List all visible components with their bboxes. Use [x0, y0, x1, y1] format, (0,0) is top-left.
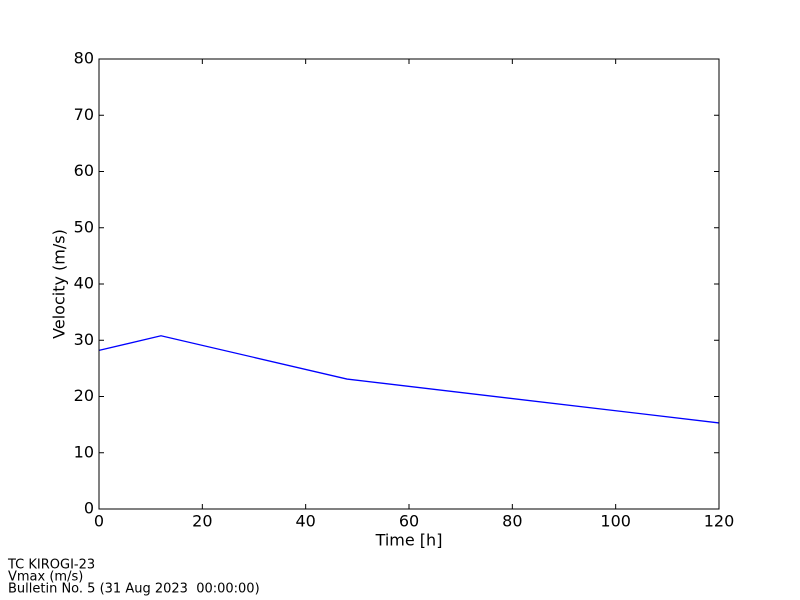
- x-tick-label: 20: [192, 512, 212, 531]
- y-tick-label: 0: [84, 499, 94, 518]
- y-tick-label: 70: [74, 105, 94, 124]
- y-tick-label: 10: [74, 442, 94, 461]
- x-tick-label: 40: [295, 512, 315, 531]
- data-line: [98, 335, 720, 424]
- x-axis-label: Time [h]: [375, 531, 443, 550]
- plot-frame: [98, 58, 720, 510]
- y-tick-label: 50: [74, 217, 94, 236]
- y-tick-label: 20: [74, 386, 94, 405]
- y-axis-label: Velocity (m/s): [50, 229, 69, 339]
- x-tick-label: 120: [704, 512, 735, 531]
- y-tick-label: 40: [74, 274, 94, 293]
- x-tick-label: 100: [600, 512, 631, 531]
- x-tick-label: 0: [94, 512, 104, 531]
- y-tick-label: 80: [74, 49, 94, 68]
- y-tick-label: 60: [74, 161, 94, 180]
- y-tick-label: 30: [74, 330, 94, 349]
- footer-text: Vmax (m/s): [8, 570, 83, 585]
- footer-text: Bulletin No. 5 (31 Aug 2023 00:00:00): [8, 582, 260, 597]
- x-tick-label: 60: [399, 512, 419, 531]
- x-tick-label: 80: [502, 512, 522, 531]
- footer-text: TC KIROGI-23: [7, 558, 95, 573]
